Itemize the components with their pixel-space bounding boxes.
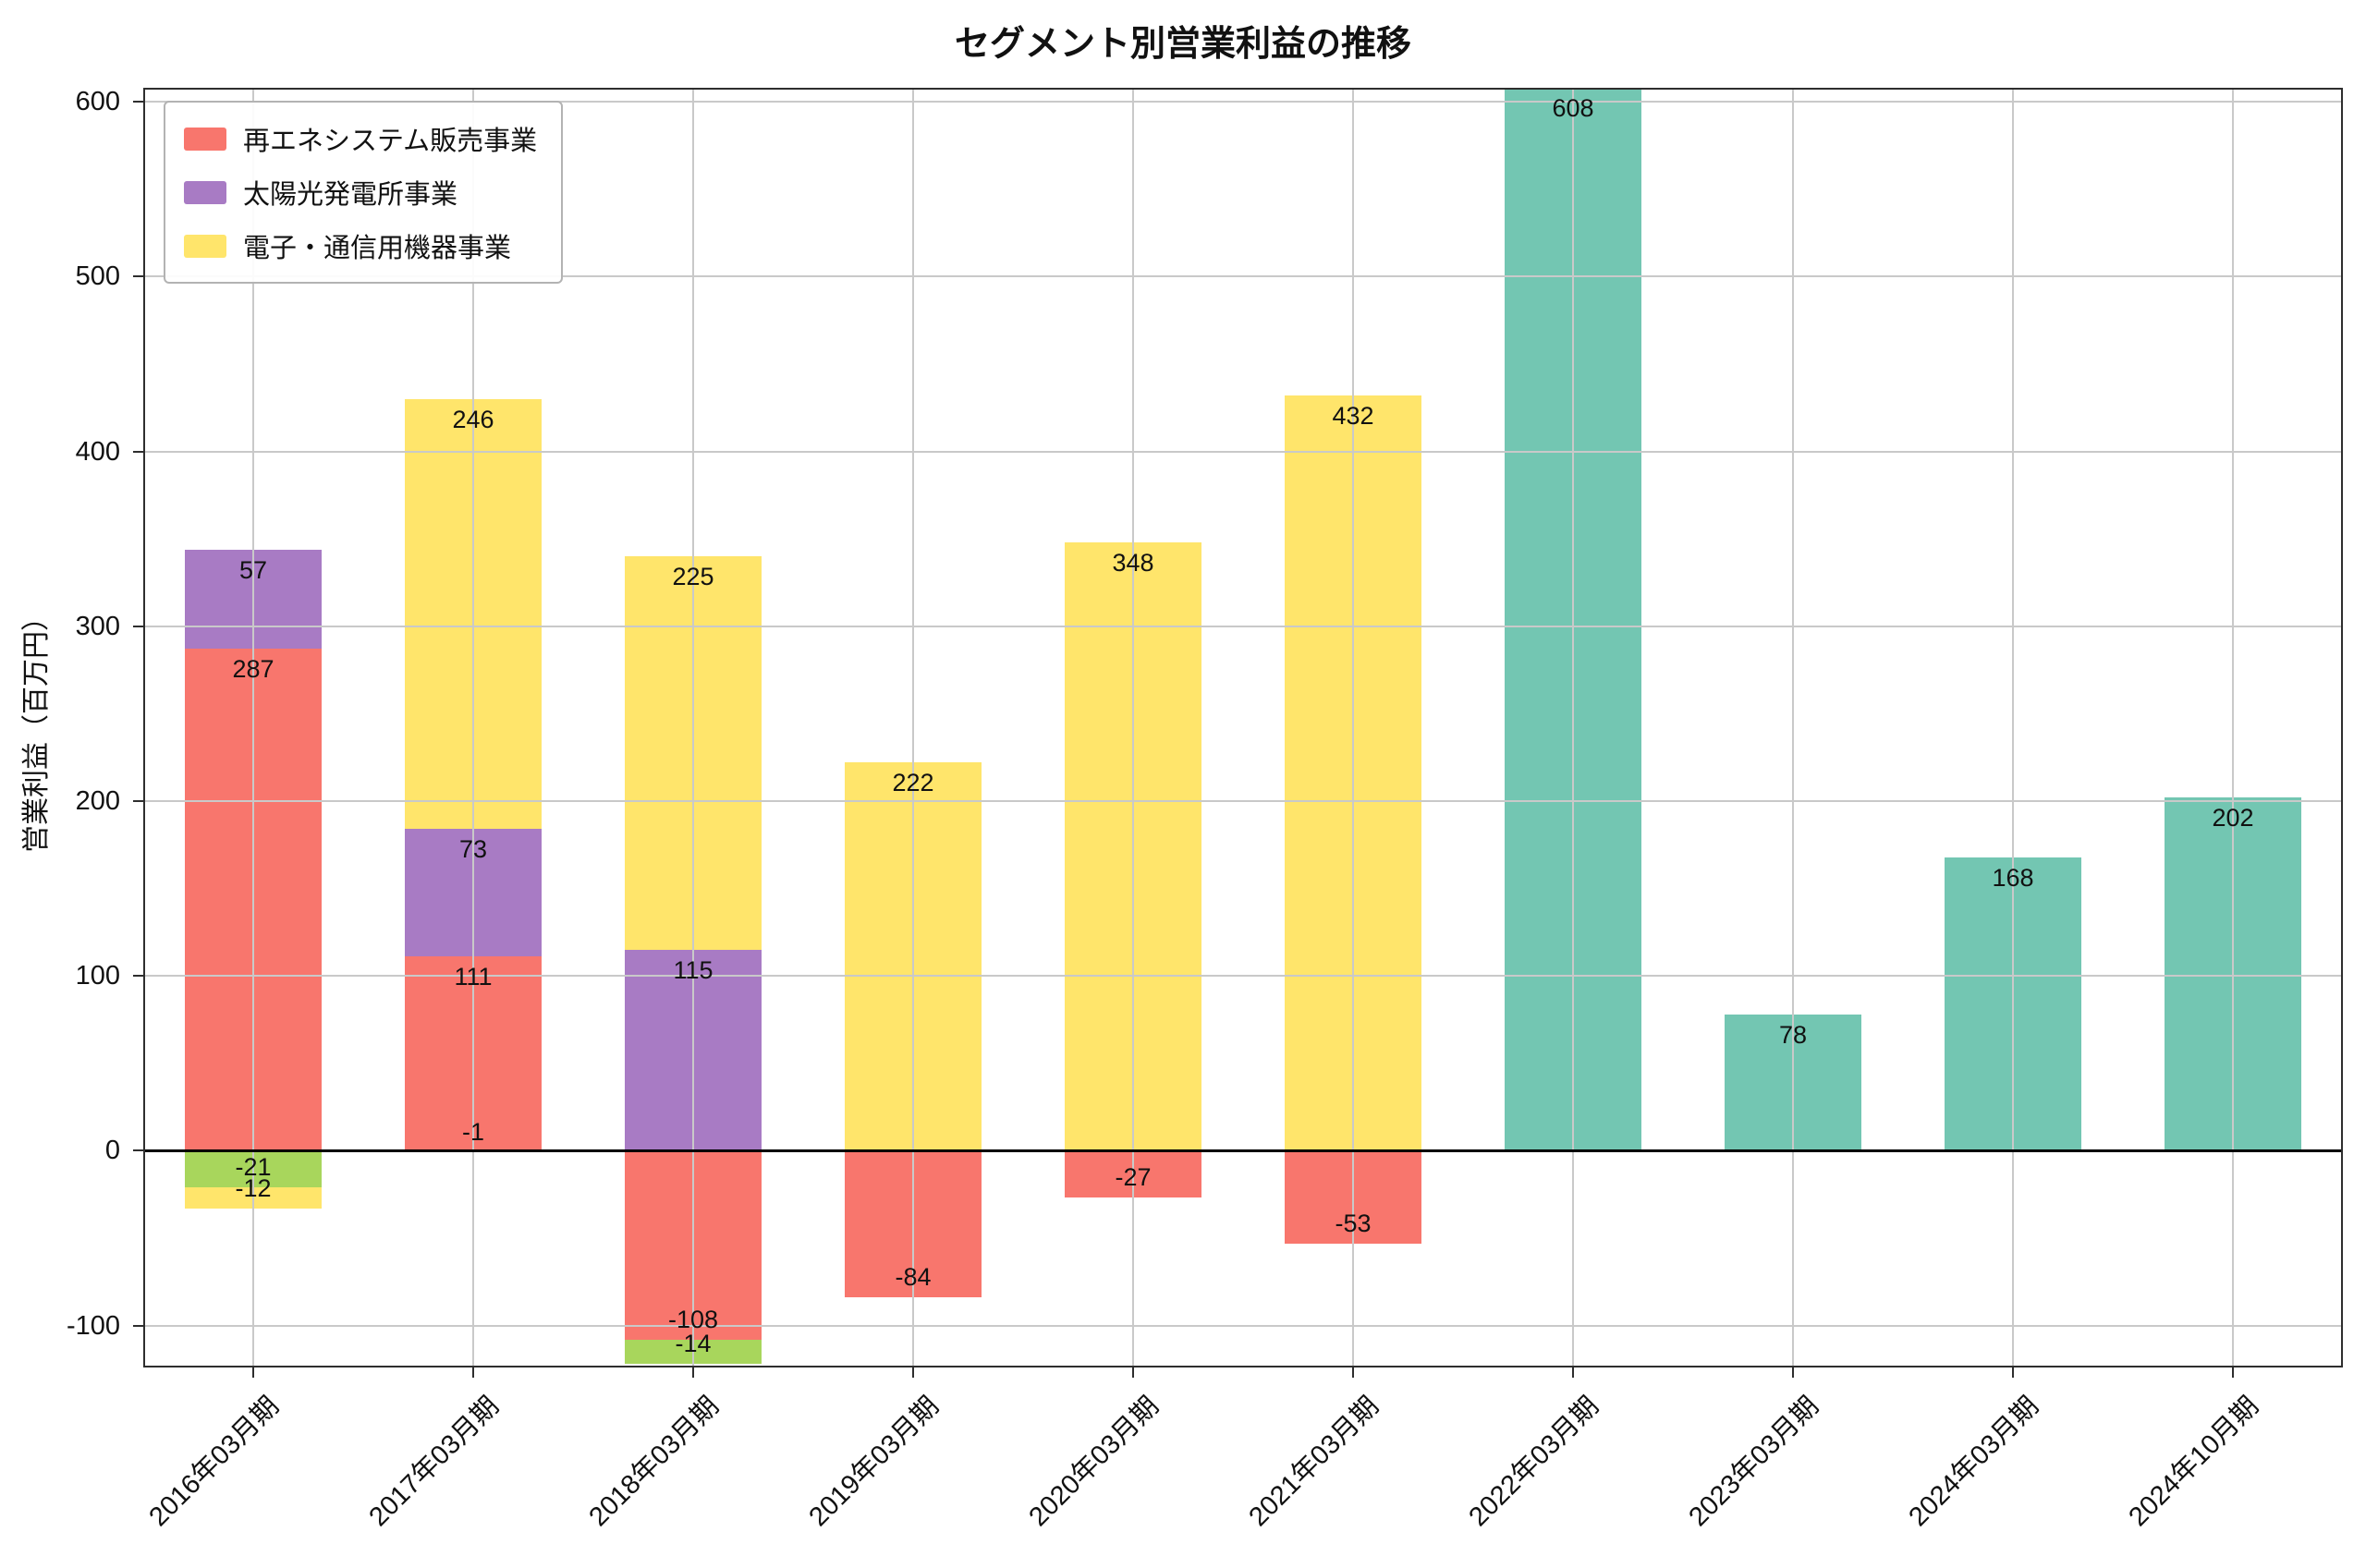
- bar-value-label: 73: [458, 835, 488, 864]
- gridline-vertical: [912, 88, 914, 1367]
- bar-value-label: 202: [2212, 804, 2254, 833]
- gridline-vertical: [1132, 88, 1134, 1367]
- bar-value-label: 287: [232, 655, 274, 684]
- x-tick-label: 2023年03月期: [1683, 1391, 1825, 1533]
- zero-line: [143, 1149, 2343, 1152]
- gridline-vertical: [2232, 88, 2234, 1367]
- gridline-vertical: [692, 88, 694, 1367]
- gridline-vertical: [1572, 88, 1574, 1367]
- bar-value-label: 225: [672, 563, 714, 591]
- x-tick-label: 2018年03月期: [583, 1391, 726, 1533]
- x-tick-label: 2020年03月期: [1023, 1391, 1165, 1533]
- bar-value-label: 246: [452, 405, 494, 433]
- x-tick-label: 2024年10月期: [2123, 1391, 2265, 1533]
- legend-swatch: [184, 234, 226, 258]
- legend-swatch: [184, 127, 226, 151]
- bar-value-label: -21: [235, 1153, 272, 1182]
- chart-title: セグメント別営業利益の推移: [954, 25, 1411, 64]
- y-tickmark: [133, 1149, 143, 1152]
- bar-value-label: -27: [1115, 1163, 1152, 1192]
- bar-value-label: -14: [675, 1330, 712, 1358]
- gridline-horizontal: [143, 1324, 2343, 1327]
- y-tickmark: [133, 101, 143, 103]
- gridline-vertical: [1792, 88, 1794, 1367]
- y-tick-label: 400: [75, 436, 120, 467]
- bar-value-label: -12: [235, 1173, 272, 1202]
- legend-label: 太陽光発電所事業: [243, 180, 458, 210]
- legend: 再エネシステム販売事業 太陽光発電所事業電子・通信用機器事業: [164, 101, 564, 284]
- gridline-horizontal: [143, 975, 2343, 978]
- gridline-horizontal: [143, 450, 2343, 453]
- x-tickmark: [912, 1367, 914, 1378]
- y-tick-label: 300: [75, 611, 120, 641]
- x-tick-label: 2016年03月期: [143, 1391, 286, 1533]
- bar-value-label: 222: [892, 769, 934, 797]
- x-tickmark: [1352, 1367, 1354, 1378]
- y-tick-label: -100: [66, 1310, 120, 1341]
- gridline-horizontal: [143, 625, 2343, 627]
- gridline-vertical: [2012, 88, 2014, 1367]
- x-tick-label: 2017年03月期: [363, 1391, 506, 1533]
- bar-value-label: -84: [895, 1263, 932, 1292]
- gridline-horizontal: [143, 275, 2343, 278]
- y-tick-label: 600: [75, 87, 120, 117]
- gridline-vertical: [472, 88, 474, 1367]
- legend-label: 再エネシステム販売事業: [243, 127, 538, 156]
- x-tickmark: [252, 1367, 254, 1378]
- bar-value-label: 348: [1112, 548, 1154, 577]
- x-tick-label: 2024年03月期: [1903, 1391, 2045, 1533]
- bar-value-label: 432: [1332, 402, 1374, 430]
- legend-item: 再エネシステム販売事業: [184, 119, 537, 158]
- legend-item: 電子・通信用機器事業: [184, 226, 537, 265]
- bar-value-label: -1: [461, 1118, 484, 1147]
- bar-value-label: 57: [238, 555, 268, 584]
- gridline-vertical: [252, 88, 254, 1367]
- legend-swatch: [184, 180, 226, 204]
- x-tickmark: [2012, 1367, 2014, 1378]
- y-tick-label: 500: [75, 261, 120, 292]
- y-tick-label: 100: [75, 961, 120, 991]
- y-tickmark: [133, 1324, 143, 1327]
- x-tickmark: [2232, 1367, 2234, 1378]
- bar-value-label: 168: [1992, 863, 2034, 892]
- bar-value-label: 608: [1552, 94, 1594, 122]
- legend-label: 電子・通信用機器事業: [243, 234, 512, 263]
- bar-value-label: 111: [454, 963, 493, 991]
- gridline-horizontal: [143, 799, 2343, 802]
- y-tickmark: [133, 450, 143, 453]
- x-tickmark: [1792, 1367, 1794, 1378]
- y-tickmark: [133, 799, 143, 802]
- x-tickmark: [1572, 1367, 1574, 1378]
- bar-value-label: -53: [1335, 1209, 1372, 1237]
- y-tickmark: [133, 975, 143, 978]
- legend-item: 太陽光発電所事業: [184, 173, 537, 212]
- y-tickmark: [133, 275, 143, 278]
- x-tick-label: 2021年03月期: [1243, 1391, 1385, 1533]
- x-tick-label: 2022年03月期: [1463, 1391, 1605, 1533]
- x-tickmark: [1132, 1367, 1134, 1378]
- x-tick-label: 2019年03月期: [803, 1391, 945, 1533]
- y-tickmark: [133, 625, 143, 627]
- x-tickmark: [472, 1367, 474, 1378]
- bar-value-label: 78: [1778, 1020, 1808, 1049]
- gridline-horizontal: [143, 101, 2343, 103]
- y-tick-label: 0: [104, 1136, 120, 1166]
- x-tickmark: [692, 1367, 694, 1378]
- y-tick-label: 200: [75, 785, 120, 816]
- bar-value-label: 115: [673, 955, 713, 984]
- gridline-vertical: [1352, 88, 1354, 1367]
- bar-value-label: -108: [667, 1305, 719, 1333]
